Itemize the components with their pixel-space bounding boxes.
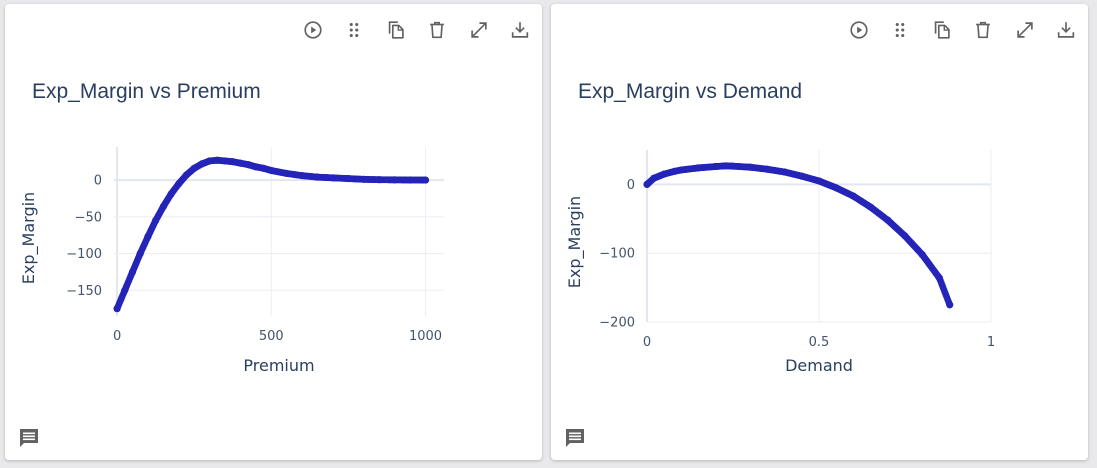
data-point	[313, 173, 322, 181]
y-axis-title: Exp_Margin	[19, 192, 39, 284]
data-point	[375, 176, 383, 184]
data-point	[144, 233, 152, 241]
expand-icon[interactable]	[465, 16, 493, 44]
data-point	[213, 156, 221, 164]
download-icon[interactable]	[506, 16, 534, 44]
data-point	[677, 166, 685, 174]
x-tick-label: 0	[643, 335, 651, 350]
y-tick-label: 0	[627, 178, 635, 193]
y-tick-label: −100	[66, 247, 102, 262]
data-point	[283, 169, 291, 178]
y-tick-label: −150	[66, 284, 102, 299]
data-point	[722, 162, 730, 170]
data-point	[695, 164, 703, 172]
data-point	[867, 203, 875, 211]
data-point	[344, 174, 352, 183]
x-tick-label: 1000	[409, 329, 442, 344]
card-title: Exp_Margin vs Premium	[32, 80, 261, 103]
data-point	[128, 268, 137, 276]
data-point	[763, 165, 771, 173]
data-point	[712, 162, 720, 171]
data-point	[121, 286, 129, 294]
run-icon[interactable]	[299, 16, 327, 44]
data-point	[236, 159, 245, 167]
expand-icon[interactable]	[1011, 16, 1039, 44]
data-point	[406, 176, 414, 184]
data-point	[918, 250, 926, 259]
x-tick-label: 500	[259, 329, 284, 344]
y-tick-label: −100	[599, 247, 635, 262]
card-title: Exp_Margin vs Demand	[578, 80, 803, 103]
data-point	[884, 216, 892, 224]
x-tick-label: 0.5	[809, 335, 830, 350]
data-point	[182, 171, 191, 179]
drag-handle-icon[interactable]	[886, 16, 914, 44]
data-point	[901, 232, 909, 240]
data-point	[175, 180, 183, 188]
y-tick-label: −50	[75, 210, 102, 225]
data-point	[670, 167, 679, 175]
data-point	[946, 301, 954, 309]
data-point	[421, 176, 430, 184]
data-point	[159, 202, 167, 211]
data-point	[298, 172, 306, 180]
data-point	[360, 175, 368, 183]
data-point	[267, 166, 275, 175]
data-point	[329, 174, 337, 182]
data-point	[391, 176, 399, 184]
y-axis-title: Exp_Margin	[565, 196, 585, 288]
scatter-series	[113, 156, 430, 313]
chart-premium: 0 500 1000 0 −50 −100 −150 Premium Exp_Margin	[19, 147, 444, 375]
data-point	[660, 170, 668, 178]
comment-icon[interactable]	[17, 426, 41, 450]
download-icon[interactable]	[1052, 16, 1080, 44]
scatter-series	[643, 162, 954, 309]
copy-icon[interactable]	[928, 16, 956, 44]
data-point	[167, 190, 175, 198]
x-tick-label: 1	[987, 335, 995, 350]
card-toolbar	[285, 16, 534, 44]
data-point	[190, 164, 198, 172]
data-point	[781, 168, 789, 176]
data-point	[206, 157, 214, 165]
data-point	[259, 164, 268, 172]
data-point	[252, 163, 260, 171]
data-point	[643, 180, 651, 188]
delete-icon[interactable]	[423, 16, 451, 44]
data-point	[650, 174, 658, 182]
data-point	[832, 184, 840, 192]
data-point	[229, 158, 237, 166]
data-point	[746, 163, 754, 171]
chart-card-demand: Exp_Margin vs Demand 0 0.5 1 0 −100 −200 Deman…	[551, 4, 1088, 460]
chart-card-premium: Exp_Margin vs Premium 0 500 1000 0 −50 −100 −1…	[5, 4, 542, 460]
comment-icon[interactable]	[563, 426, 587, 450]
x-axis-title: Premium	[243, 356, 314, 375]
data-point	[198, 160, 206, 168]
data-point	[244, 161, 252, 169]
drag-handle-icon[interactable]	[340, 16, 368, 44]
y-tick-label: 0	[94, 174, 102, 189]
data-point	[729, 162, 737, 170]
delete-icon[interactable]	[969, 16, 997, 44]
data-point	[113, 305, 121, 313]
chart-demand: 0 0.5 1 0 −100 −200 Demand Exp_Margin	[565, 150, 995, 375]
data-point	[815, 177, 823, 185]
y-tick-label: −200	[599, 316, 635, 331]
data-point	[849, 192, 857, 200]
card-toolbar	[831, 16, 1080, 44]
data-point	[152, 216, 160, 225]
data-point	[221, 157, 229, 165]
run-icon[interactable]	[845, 16, 873, 44]
data-point	[136, 249, 144, 258]
x-axis-title: Demand	[785, 356, 853, 375]
data-point	[798, 172, 806, 180]
data-point	[935, 274, 943, 282]
x-tick-label: 0	[113, 329, 121, 344]
copy-icon[interactable]	[382, 16, 410, 44]
